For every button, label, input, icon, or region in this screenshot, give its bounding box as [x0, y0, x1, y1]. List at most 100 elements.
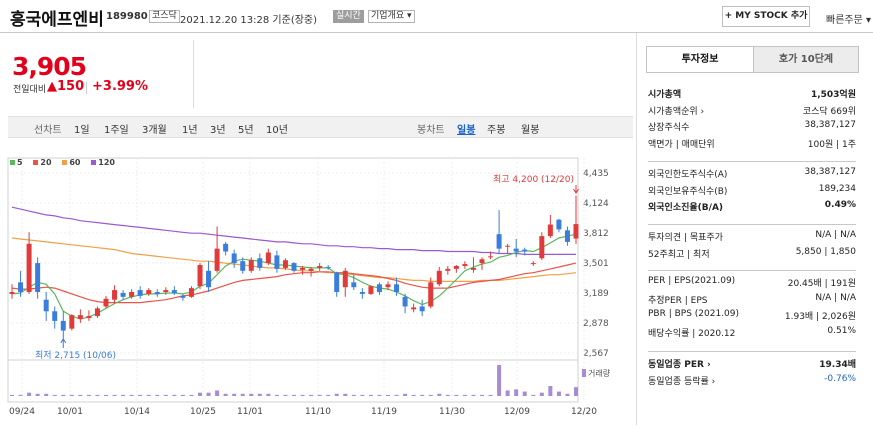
info-row-label: 시가총액순위 ›	[648, 106, 705, 117]
info-row-value: 38,387,127	[804, 120, 856, 130]
x-tick-label: 12/09	[504, 407, 530, 417]
candle-body	[522, 249, 528, 252]
volume-bar	[377, 394, 382, 396]
y-tick-label: 3,189	[583, 289, 609, 299]
candle	[573, 195, 579, 244]
volume-bar	[514, 389, 519, 396]
candle	[359, 288, 365, 299]
volume-bar	[360, 394, 365, 396]
info-row-value: -0.76%	[824, 373, 856, 384]
x-tick-label: 10/25	[190, 407, 216, 417]
candle-body	[573, 224, 579, 239]
info-row-label: 외국인소진율(B/A)	[648, 203, 724, 213]
volume-bar	[505, 390, 510, 396]
company-name[interactable]: 흥국에프엔비	[10, 10, 104, 30]
volume-bar	[240, 393, 245, 396]
candle	[325, 265, 331, 270]
candle	[171, 286, 177, 295]
info-row-value: 20.45배 | 191원	[787, 279, 856, 289]
period-10y[interactable]: 10년	[266, 125, 288, 136]
candle-body	[317, 265, 323, 268]
series-line-ma120	[11, 206, 576, 256]
candle-body	[112, 290, 118, 300]
info-row-label: 외국인보유주식수(B)	[648, 186, 728, 197]
volume-bar	[121, 394, 126, 396]
period-3m[interactable]: 3개월	[142, 125, 167, 136]
info-tabs: 투자정보 호가 10단계	[646, 46, 859, 73]
info-row-value: 189,234	[818, 183, 856, 194]
candle	[291, 262, 297, 273]
investment-info-panel: 투자정보 호가 10단계 시가총액 1,503억원 시가총액순위 › 코스닥 669위…	[640, 40, 867, 425]
group-separator	[648, 351, 856, 352]
add-mystock-button[interactable]: + MY STOCK 추가	[722, 6, 810, 27]
volume-bar	[539, 392, 544, 396]
period-1d[interactable]: 1일	[74, 125, 90, 136]
candle-body	[402, 296, 408, 307]
volume-bar	[138, 394, 143, 396]
volume-bar	[61, 394, 66, 396]
info-row: 추정PER | EPS N/A | N/A	[648, 291, 856, 308]
volume-bar	[112, 394, 117, 396]
info-row: 외국인한도주식수(A) 38,387,127	[648, 165, 856, 182]
legend-swatch-ma5	[10, 160, 15, 165]
legend-ma120: 120	[91, 158, 115, 167]
company-overview-button[interactable]: 기업개요 ▾	[368, 10, 415, 23]
volume-bar	[437, 393, 442, 396]
candle	[479, 257, 485, 270]
volume-bar	[411, 394, 416, 396]
candle-weekly[interactable]: 주봉	[487, 125, 506, 136]
high-arrow-icon	[573, 185, 579, 194]
candle	[265, 248, 271, 266]
candle	[411, 303, 417, 313]
candle-body	[77, 315, 83, 319]
candle-body	[556, 219, 562, 230]
candle	[18, 270, 24, 297]
period-3y[interactable]: 3년	[210, 125, 226, 136]
candle	[163, 287, 169, 295]
tab-investment-info[interactable]: 투자정보	[647, 47, 753, 72]
candle	[137, 286, 143, 299]
candle	[112, 285, 118, 304]
info-row[interactable]: 동일업종 등락률 › -0.76%	[648, 372, 856, 389]
volume-bar	[223, 393, 228, 396]
candle-body	[359, 292, 365, 294]
volume-bar	[454, 394, 459, 396]
candle	[248, 257, 254, 273]
candle-body	[52, 311, 58, 321]
realtime-button[interactable]: 실시간	[333, 10, 364, 23]
group-separator	[648, 161, 856, 162]
period-1y[interactable]: 1년	[182, 125, 198, 136]
candle	[60, 311, 66, 339]
quick-order-button[interactable]: 빠른주문 ▾	[826, 15, 871, 26]
candle-body	[231, 253, 237, 264]
info-row-label: PER | EPS(2021.09)	[648, 276, 736, 286]
x-tick-label: 10/01	[57, 407, 83, 417]
candle	[9, 284, 15, 299]
high-annotation: 최고 4,200 (12/20)	[493, 174, 574, 185]
candle-body	[445, 268, 451, 271]
info-row-value: 0.49%	[824, 200, 856, 210]
period-5y[interactable]: 5년	[238, 125, 254, 136]
candle-monthly[interactable]: 월봉	[521, 125, 540, 136]
volume-bar	[44, 393, 49, 396]
volume-bar	[35, 393, 40, 396]
ma-legend: 5 20 60 120	[10, 158, 123, 167]
candle-body	[282, 260, 288, 268]
info-row: 외국인보유주식수(B) 189,234	[648, 182, 856, 199]
info-row: PBR | BPS (2021.09) 1.93배 | 2,026원	[648, 307, 856, 324]
volume-bar	[155, 394, 160, 396]
candle	[274, 250, 280, 273]
volume-bar	[428, 394, 433, 396]
period-1w[interactable]: 1주일	[104, 125, 129, 136]
candle-daily[interactable]: 일봉	[457, 125, 476, 136]
volume-bar	[95, 394, 100, 396]
candle	[522, 247, 528, 256]
info-row[interactable]: 시가총액순위 › 코스닥 669위	[648, 102, 856, 119]
candle	[334, 271, 340, 297]
market-tag: 코스닥	[149, 10, 180, 23]
candle	[103, 295, 109, 309]
tab-orderbook[interactable]: 호가 10단계	[753, 47, 858, 72]
candle	[513, 239, 519, 258]
info-row[interactable]: 동일업종 PER › 19.34배	[648, 355, 856, 372]
price-chart[interactable]: 4,435 4,124 3,812 3,501 3,189 2,878 2,567 09/24…	[0, 150, 636, 425]
